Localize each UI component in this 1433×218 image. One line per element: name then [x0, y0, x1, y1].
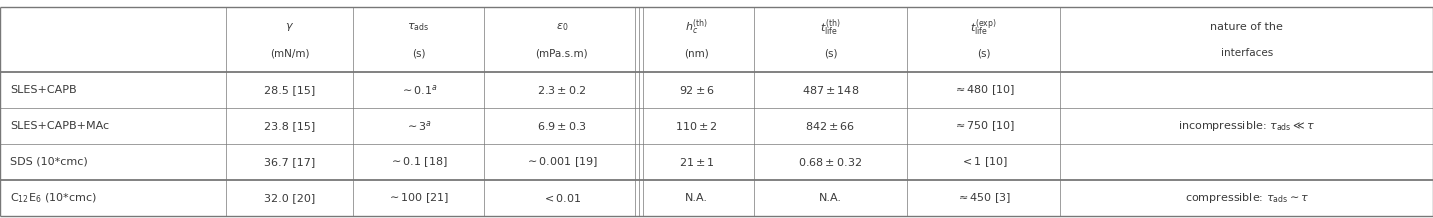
Text: $< 1$ [10]: $< 1$ [10] [960, 155, 1007, 169]
Text: $\varepsilon_0$: $\varepsilon_0$ [556, 21, 567, 33]
Text: 28.5 [15]: 28.5 [15] [264, 85, 315, 95]
Text: $6.9 \pm 0.3$: $6.9 \pm 0.3$ [537, 120, 586, 132]
Text: 23.8 [15]: 23.8 [15] [264, 121, 315, 131]
Text: $0.68 \pm 0.32$: $0.68 \pm 0.32$ [798, 156, 863, 168]
Text: $\approx 750$ [10]: $\approx 750$ [10] [953, 119, 1015, 133]
Text: $\approx 480$ [10]: $\approx 480$ [10] [953, 83, 1015, 97]
Text: $h_c^{\rm (th)}$: $h_c^{\rm (th)}$ [685, 17, 708, 37]
Text: $t_{\rm life}^{\rm (exp)}$: $t_{\rm life}^{\rm (exp)}$ [970, 17, 997, 38]
Text: SLES+CAPB+MAc: SLES+CAPB+MAc [10, 121, 109, 131]
Text: $\tau_{\rm ads}$: $\tau_{\rm ads}$ [407, 21, 430, 33]
Text: (mPa.s.m): (mPa.s.m) [536, 48, 588, 58]
Text: 32.0 [20]: 32.0 [20] [264, 193, 315, 203]
Text: $92 \pm 6$: $92 \pm 6$ [678, 84, 715, 96]
Text: (s): (s) [977, 48, 990, 58]
Text: (mN/m): (mN/m) [269, 48, 310, 58]
Text: $487 \pm 148$: $487 \pm 148$ [801, 84, 860, 96]
Text: (nm): (nm) [684, 48, 709, 58]
Text: $\sim 100$ [21]: $\sim 100$ [21] [387, 191, 450, 205]
Text: $2.3 \pm 0.2$: $2.3 \pm 0.2$ [537, 84, 586, 96]
Text: $\mathrm{C}_{12}\mathrm{E}_6$ (10*cmc): $\mathrm{C}_{12}\mathrm{E}_6$ (10*cmc) [10, 191, 96, 205]
Text: SLES+CAPB: SLES+CAPB [10, 85, 76, 95]
Text: compressible: $\tau_{\rm ads} \sim \tau$: compressible: $\tau_{\rm ads} \sim \tau$ [1185, 191, 1308, 205]
Text: $21 \pm 1$: $21 \pm 1$ [679, 156, 714, 168]
Text: (s): (s) [824, 48, 837, 58]
Text: $842 \pm 66$: $842 \pm 66$ [805, 120, 856, 132]
Text: $\sim 0.1$ [18]: $\sim 0.1$ [18] [388, 155, 449, 169]
Text: $\sim 0.1^{a}$: $\sim 0.1^{a}$ [400, 83, 437, 97]
Text: nature of the: nature of the [1211, 22, 1283, 32]
Text: N.A.: N.A. [818, 193, 843, 203]
Text: $\sim 3^{a}$: $\sim 3^{a}$ [406, 119, 431, 133]
Text: $< 0.01$: $< 0.01$ [542, 192, 582, 204]
Text: SDS (10*cmc): SDS (10*cmc) [10, 157, 87, 167]
Text: N.A.: N.A. [685, 193, 708, 203]
Text: $t_{\rm life}^{\rm (th)}$: $t_{\rm life}^{\rm (th)}$ [820, 17, 841, 38]
Text: $\gamma$: $\gamma$ [285, 21, 294, 33]
Text: interfaces: interfaces [1221, 48, 1273, 58]
Text: $110 \pm 2$: $110 \pm 2$ [675, 120, 718, 132]
Text: (s): (s) [411, 48, 426, 58]
Text: $\approx 450$ [3]: $\approx 450$ [3] [956, 191, 1012, 205]
Text: $\sim 0.001$ [19]: $\sim 0.001$ [19] [526, 155, 598, 169]
Text: 36.7 [17]: 36.7 [17] [264, 157, 315, 167]
Text: incompressible: $\tau_{\rm ads} \ll \tau$: incompressible: $\tau_{\rm ads} \ll \tau… [1178, 119, 1315, 133]
